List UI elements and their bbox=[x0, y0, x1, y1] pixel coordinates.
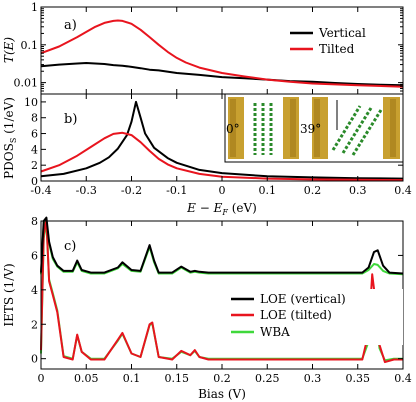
legend-label-loe-vertical: LOE (vertical) bbox=[260, 292, 346, 306]
inset-electrode bbox=[290, 99, 296, 157]
x-tick-label: 0.35 bbox=[346, 372, 371, 385]
x-tick-label: 0.15 bbox=[165, 372, 190, 385]
x-tick-label: -0.3 bbox=[76, 184, 97, 197]
panel-c-ticks: 0 0.05 0.1 0.15 0.2 0.25 0.3 0.35 0.4 0 2 4 6 8 bbox=[31, 215, 412, 385]
x-tick-label: 0.3 bbox=[349, 184, 367, 197]
legend-label-loe-tilted: LOE (tilted) bbox=[260, 308, 332, 322]
panel-a-legend: Vertical Tilted bbox=[290, 26, 366, 56]
inset-electrode bbox=[230, 99, 236, 157]
y-tick-label: 0 bbox=[31, 353, 38, 366]
inset-electrodes-vertical bbox=[228, 97, 299, 159]
x-tick-label: 0.25 bbox=[255, 372, 280, 385]
inset-molecules-vertical bbox=[253, 103, 273, 155]
y-tick-label: 10 bbox=[24, 96, 38, 109]
x-tick-label: 0.1 bbox=[259, 184, 277, 197]
y-tick-label: 8 bbox=[31, 215, 38, 228]
y-tick-label: 1 bbox=[31, 1, 38, 14]
series-line-loe-vertical bbox=[40, 216, 404, 275]
inset-electrode bbox=[390, 99, 396, 157]
y-tick-label: 0.01 bbox=[14, 77, 39, 90]
panel-b-ylabel: PDOSS (1/eV) bbox=[2, 97, 18, 179]
inset-angle-vertical: 0° bbox=[226, 122, 240, 136]
legend-label-wba: WBA bbox=[260, 325, 290, 339]
panel-c-ylabel: IETS (1/V) bbox=[2, 263, 16, 326]
panel-c-label: c) bbox=[64, 239, 76, 254]
x-tick-label: 0.3 bbox=[304, 372, 322, 385]
panel-c-legend: LOE (vertical) LOE (tilted) WBA bbox=[225, 289, 403, 345]
inset-molecule bbox=[351, 109, 383, 156]
inset-electrode bbox=[314, 99, 320, 157]
inset-electrodes-tilted bbox=[312, 97, 400, 159]
panel-c: 0 0.05 0.1 0.15 0.2 0.25 0.3 0.35 0.4 0 2 4 6 8 c) IE… bbox=[2, 215, 412, 401]
series-line-tilted bbox=[40, 19, 404, 88]
x-tick-label: 0.05 bbox=[74, 372, 99, 385]
y-tick-label: 2 bbox=[31, 318, 38, 331]
y-tick-label: 2 bbox=[31, 159, 38, 172]
y-tick-label: 4 bbox=[31, 284, 38, 297]
panel-b-label: b) bbox=[64, 112, 77, 127]
x-tick-label: 0.4 bbox=[394, 184, 412, 197]
x-tick-label: -0.1 bbox=[166, 184, 187, 197]
series-line-vertical bbox=[40, 100, 404, 180]
inset-molecule bbox=[331, 105, 362, 151]
x-tick-label: 0.2 bbox=[304, 184, 322, 197]
x-tick-label: 0 bbox=[38, 372, 45, 385]
x-tick-label: 0.2 bbox=[213, 372, 231, 385]
panel-b-xlabel: E − EF (eV) bbox=[186, 201, 257, 217]
molecule-inset: 0° 39° bbox=[224, 93, 404, 163]
panel-a-plot-lines bbox=[40, 19, 404, 88]
y-tick-label: 6 bbox=[31, 128, 38, 141]
inset-molecule bbox=[341, 107, 373, 154]
series-line-wba-upper bbox=[40, 220, 404, 276]
y-tick-label: 4 bbox=[31, 143, 38, 156]
y-tick-label: 8 bbox=[31, 112, 38, 125]
panel-a-ticks: 0.01 0.1 1 bbox=[14, 1, 404, 95]
panel-a-ylabel: T(E) bbox=[2, 37, 16, 63]
panel-a-label: a) bbox=[64, 18, 77, 33]
x-tick-label: -0.2 bbox=[121, 184, 142, 197]
legend-label-vertical: Vertical bbox=[318, 26, 366, 40]
y-tick-label: 0.1 bbox=[21, 39, 39, 52]
panel-a: 0.01 0.1 1 a) T(E) Vertical Tilted bbox=[2, 1, 404, 95]
panel-c-xlabel: Bias (V) bbox=[198, 387, 246, 401]
x-tick-label: 0.4 bbox=[394, 372, 412, 385]
legend-box bbox=[225, 289, 403, 345]
x-tick-label: 0.1 bbox=[123, 372, 141, 385]
y-tick-label: 6 bbox=[31, 249, 38, 262]
legend-label-tilted: Tilted bbox=[319, 42, 355, 56]
series-line-vertical bbox=[40, 62, 404, 87]
x-tick-label: 0 bbox=[219, 184, 226, 197]
y-tick-label: 0 bbox=[31, 175, 38, 188]
inset-molecules-tilted bbox=[331, 105, 383, 156]
inset-angle-tilted: 39° bbox=[300, 122, 321, 136]
x-tick-label: -0.4 bbox=[30, 184, 51, 197]
